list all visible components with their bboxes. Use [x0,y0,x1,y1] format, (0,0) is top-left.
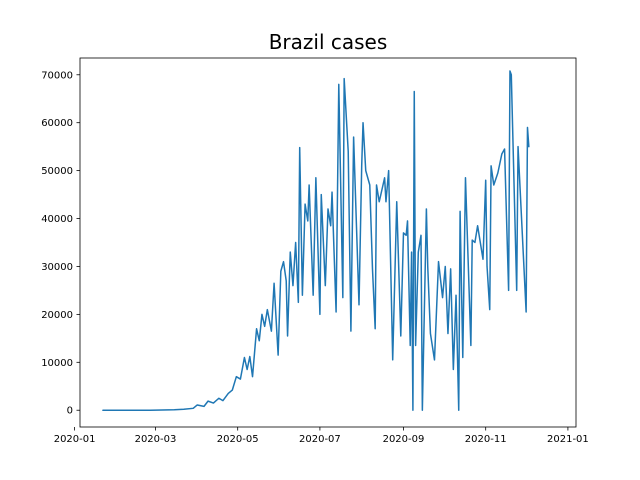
plot-area [102,70,530,411]
x-tick-label: 2020-03 [135,434,177,445]
x-tick-label: 2020-05 [217,434,259,445]
x-tick-label: 2020-11 [465,434,507,445]
y-tick-label: 20000 [41,310,73,321]
series-line-0 [102,70,530,411]
x-tick-label: 2020-01 [54,434,96,445]
y-tick-label: 60000 [41,118,73,129]
y-tick-label: 50000 [41,166,73,177]
y-tick-label: 70000 [41,70,73,81]
y-tick-label: 30000 [41,262,73,273]
x-tick-label: 2020-09 [383,434,425,445]
chart-title: Brazil cases [269,30,388,54]
y-tick-label: 0 [67,406,73,417]
y-tick-label: 10000 [41,358,73,369]
axes-frame [79,57,577,428]
x-axis: 2020-01 2020-03 2020-05 2020-07 2020-09 2020-… [54,427,589,445]
y-axis: 0 10000 20000 30000 40000 50000 60000 70000 [41,70,80,417]
x-tick-label: 2020-07 [299,434,341,445]
y-tick-label: 40000 [41,214,73,225]
x-tick-label: 2021-01 [547,434,589,445]
